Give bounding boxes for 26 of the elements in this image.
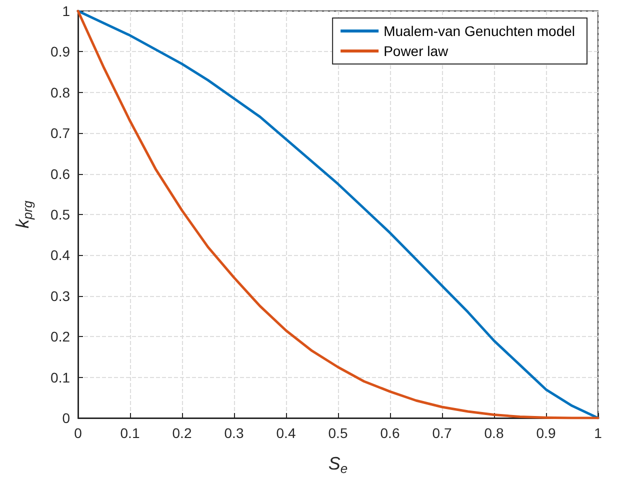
legend-label: Power law <box>384 43 450 59</box>
x-tick-label: 0.7 <box>432 425 452 441</box>
x-tick-label: 0.5 <box>328 425 348 441</box>
y-tick-label: 0.3 <box>50 288 70 304</box>
x-tick-label: 0.8 <box>484 425 504 441</box>
y-tick-label: 0 <box>62 410 70 426</box>
y-tick-label: 0.1 <box>50 369 70 386</box>
y-tick-label: 0.8 <box>50 84 70 100</box>
line-series <box>76 10 600 420</box>
y-tick-label: 1 <box>62 3 70 19</box>
y-tick-label: 0.6 <box>50 166 70 182</box>
x-tick-label: 0.2 <box>172 425 192 441</box>
x-tick-label: 0.6 <box>380 425 400 441</box>
x-tick-label: 0.4 <box>276 425 296 441</box>
y-axis-title: kprg <box>12 200 35 228</box>
x-tick-label: 0.9 <box>536 425 556 441</box>
y-tick-label: 0.9 <box>50 44 70 60</box>
x-tick-label: 0.3 <box>224 425 244 441</box>
y-tick-label: 0.7 <box>50 125 70 142</box>
y-tick-label: 0.2 <box>50 328 70 345</box>
x-tick-label: 0.1 <box>120 425 140 441</box>
y-tick-label: 0.4 <box>50 247 70 264</box>
x-tick-label: 1 <box>594 425 602 441</box>
x-tick-label: 0 <box>74 425 82 441</box>
legend-label: Mualem-van Genuchten model <box>384 23 576 39</box>
y-tick-label: 0.5 <box>50 206 70 222</box>
